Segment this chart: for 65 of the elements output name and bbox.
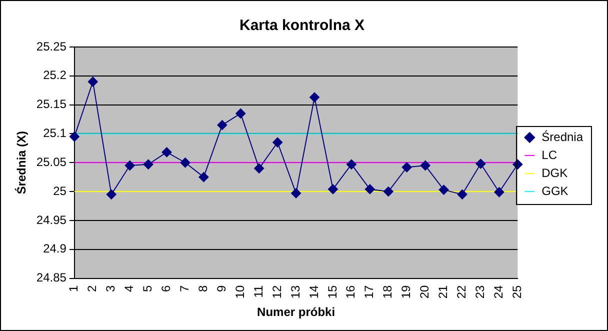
legend-label: Średnia [542,130,584,144]
point [272,137,283,148]
x-tick-label: 21 [436,284,450,299]
x-tick-label: 7 [178,284,192,292]
point [383,186,394,197]
x-axis-title: Numer próbki [257,305,336,320]
x-tick-label: 22 [454,284,469,299]
point [180,158,190,168]
y-axis-title: Średnia (X) [14,130,29,194]
point [236,108,246,118]
x-tick-label: 1 [66,284,81,292]
point [106,189,116,200]
x-tick-label: 13 [288,284,302,299]
x-tick-label: 14 [306,284,321,299]
y-tick-label: 25.25 [36,39,67,54]
point [124,160,135,171]
x-tick-label: 16 [344,284,358,299]
y-tick-label: 25.05 [36,154,67,169]
y-tick-label: 25 [53,184,67,198]
x-tick-label: 23 [473,284,488,299]
x-tick-label: 9 [214,284,228,292]
x-tick-label: 15 [325,284,340,299]
point [457,189,468,200]
point [420,160,430,171]
x-tick-label: 2 [85,284,100,292]
point [328,184,338,194]
point [494,187,504,198]
x-tick-label: 12 [270,284,284,299]
point [291,188,302,198]
legend-label: DGK [542,166,568,180]
point [438,184,449,195]
x-tick-label: 18 [380,284,395,299]
x-tick-label: 10 [232,284,247,299]
x-tick-label: 5 [140,284,155,292]
y-tick-label: 24.9 [43,242,67,256]
point [69,132,80,142]
y-tick-label: 24.95 [36,212,67,227]
x-tick-label: 3 [104,284,118,292]
x-tick-label: 8 [196,284,210,292]
x-tick-label: 25 [510,284,524,299]
point [476,158,486,169]
point [162,147,172,158]
point [364,184,375,194]
y-tick-label: 24.85 [36,270,67,285]
x-tick-label: 11 [251,284,266,298]
x-tick-label: 4 [122,284,136,292]
point [88,76,98,87]
chart-title: Karta kontrolna X [239,17,365,34]
x-tick-label: 6 [159,284,174,292]
point [402,162,412,172]
x-tick-label: 20 [418,284,432,299]
point [346,159,356,170]
point [254,163,264,174]
legend-label: GGK [542,184,568,198]
point [143,159,154,170]
y-tick-label: 25.1 [43,126,67,140]
point [217,120,228,130]
x-tick-label: 24 [491,284,506,299]
y-tick-label: 25.15 [36,97,67,112]
point [310,92,320,102]
x-tick-label: 17 [362,284,376,299]
y-tick-label: 25.2 [43,68,67,82]
point [198,172,209,182]
x-tick-label: 19 [399,284,414,299]
legend-label: LC [542,148,558,162]
